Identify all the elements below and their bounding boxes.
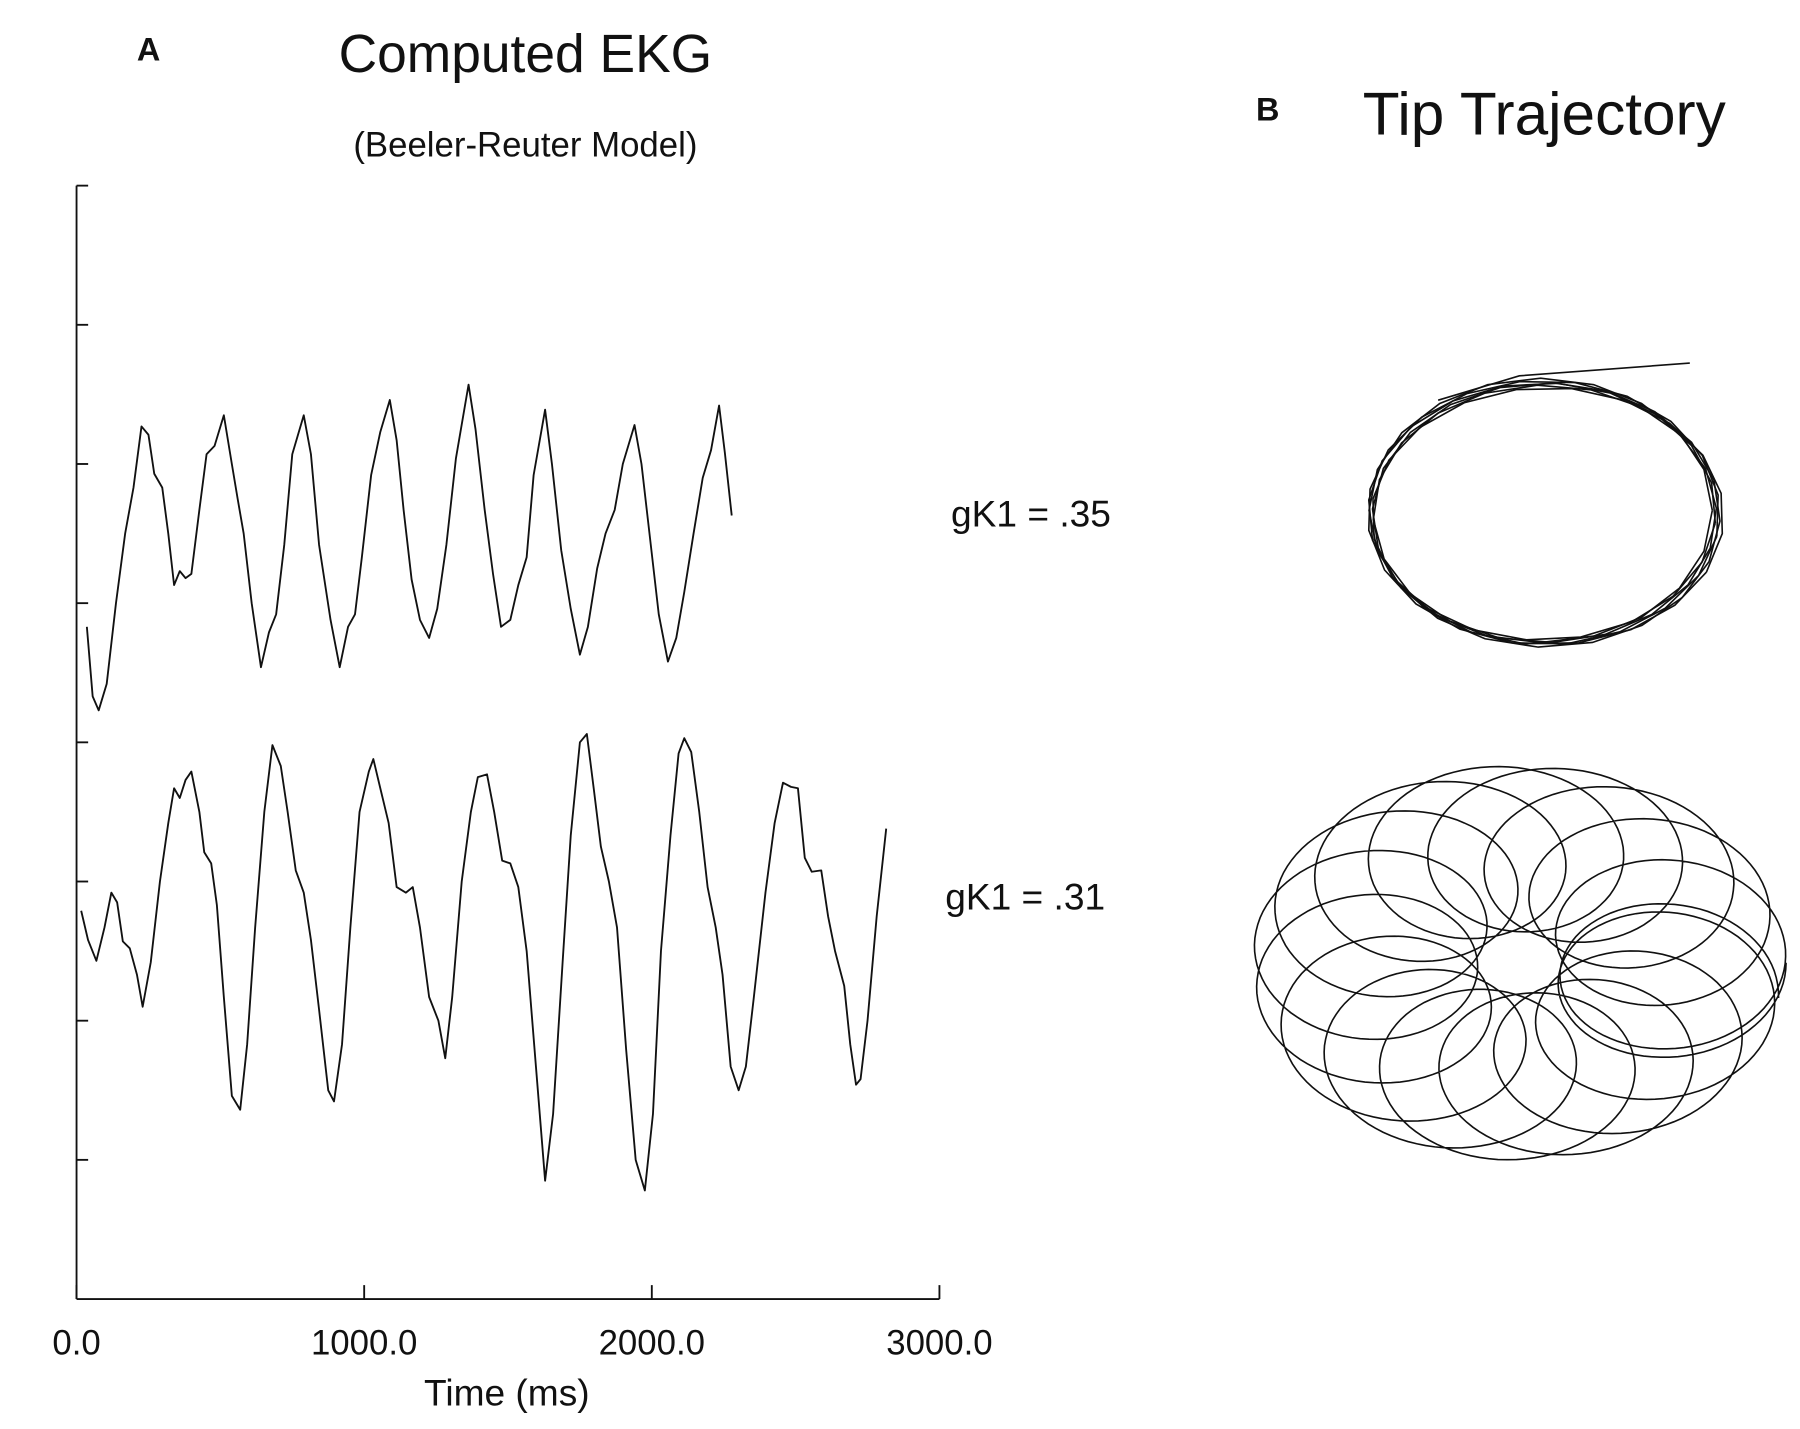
tip-trajectories (1253, 362, 1787, 1161)
x-tick-label: 2000.0 (599, 1325, 705, 1363)
panel-label: B (1256, 92, 1279, 128)
chart-subtitle: (Beeler-Reuter Model) (353, 127, 697, 165)
x-tick-label: 0.0 (52, 1325, 100, 1363)
trajectory-rosette (1253, 765, 1787, 1161)
chart-title: Tip Trajectory (1363, 80, 1727, 148)
trajectory-tail (1437, 362, 1690, 401)
series-label: gK1 = .31 (945, 875, 1105, 917)
x-axis-label: Time (ms) (424, 1372, 590, 1414)
panel-label: A (137, 31, 160, 67)
x-tick-label: 3000.0 (886, 1325, 992, 1363)
trajectory-loop (1372, 387, 1724, 645)
x-tick-label: 1000.0 (311, 1325, 417, 1363)
series-label: gK1 = .35 (951, 493, 1111, 535)
ekg-trace (80, 733, 888, 1192)
ekg-trace (85, 383, 733, 712)
trajectory-loop (1372, 384, 1718, 644)
chart-title: Computed EKG (339, 25, 713, 84)
